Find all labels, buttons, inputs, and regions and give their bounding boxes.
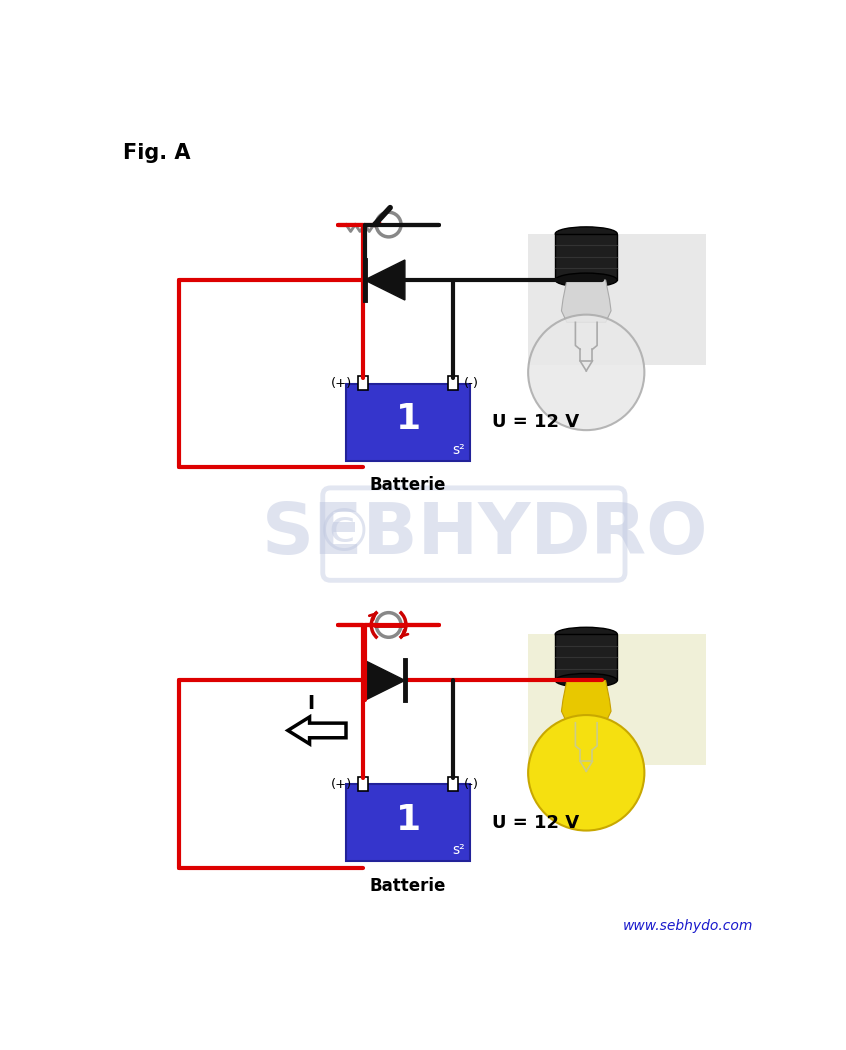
Text: (+): (+) bbox=[331, 377, 352, 391]
Text: s²: s² bbox=[453, 443, 465, 457]
Circle shape bbox=[528, 315, 645, 430]
Text: U = 12 V: U = 12 V bbox=[492, 414, 579, 432]
Polygon shape bbox=[562, 680, 611, 722]
Text: Fig. A: Fig. A bbox=[123, 143, 190, 163]
Text: (-): (-) bbox=[464, 377, 479, 391]
Text: s²: s² bbox=[453, 843, 465, 858]
Ellipse shape bbox=[555, 673, 618, 688]
Polygon shape bbox=[365, 660, 405, 700]
Bar bbox=[358, 777, 369, 791]
Bar bbox=[448, 376, 459, 391]
Bar bbox=[448, 777, 459, 791]
Text: www.sebhydo.com: www.sebhydo.com bbox=[624, 919, 754, 933]
Bar bbox=[528, 234, 706, 364]
Text: (+): (+) bbox=[331, 778, 352, 791]
Bar bbox=[346, 384, 470, 461]
Text: I: I bbox=[307, 694, 315, 713]
Bar bbox=[555, 634, 618, 680]
Ellipse shape bbox=[555, 227, 618, 240]
Text: (-): (-) bbox=[464, 778, 479, 791]
Text: Batterie: Batterie bbox=[370, 477, 446, 495]
Bar bbox=[346, 784, 470, 861]
Polygon shape bbox=[562, 280, 611, 322]
Text: SEBHYDRO: SEBHYDRO bbox=[262, 500, 709, 569]
Text: U = 12 V: U = 12 V bbox=[492, 814, 579, 832]
Bar bbox=[528, 634, 706, 765]
Bar bbox=[555, 234, 618, 280]
Text: 1: 1 bbox=[395, 803, 420, 837]
Ellipse shape bbox=[555, 273, 618, 287]
Polygon shape bbox=[365, 260, 405, 300]
Text: Batterie: Batterie bbox=[370, 877, 446, 895]
Text: ©: © bbox=[316, 506, 374, 563]
Bar bbox=[358, 376, 369, 391]
Circle shape bbox=[528, 715, 645, 831]
Ellipse shape bbox=[555, 627, 618, 642]
FancyArrow shape bbox=[288, 717, 346, 743]
Text: 1: 1 bbox=[395, 402, 420, 437]
